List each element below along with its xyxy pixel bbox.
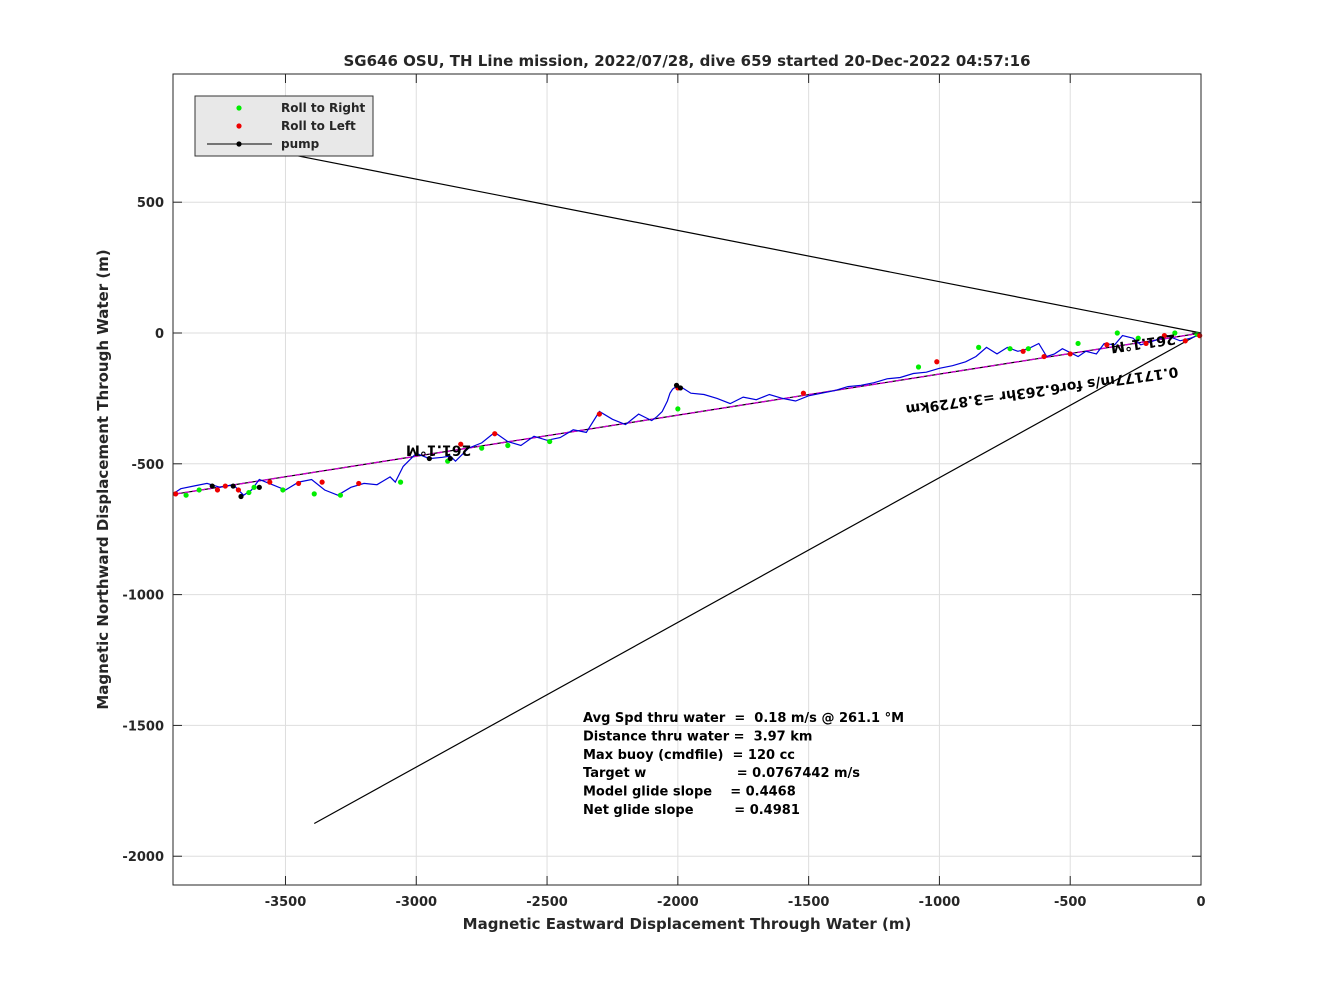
legend: Roll to Right Roll to Left pump — [194, 95, 374, 157]
roll-left-point — [1104, 342, 1110, 348]
roll-right-point — [1135, 335, 1141, 341]
roll-left-point — [173, 491, 179, 497]
roll-right-point — [246, 489, 252, 496]
annotation-text: 261.1°M — [406, 441, 471, 457]
roll-left-point — [492, 431, 498, 437]
roll-right-point — [1075, 340, 1081, 347]
x-tick-label: -2000 — [657, 895, 699, 910]
stat-line: Model glide slope = 0.4468 — [583, 785, 796, 800]
y-tick-label: -1000 — [122, 589, 164, 604]
roll-left-point — [222, 483, 228, 489]
x-tick-label: -3000 — [395, 895, 437, 910]
heading-line — [172, 332, 1202, 496]
roll-right-point — [505, 442, 511, 449]
roll-right-point — [196, 487, 202, 493]
x-tick-label: -3500 — [265, 895, 307, 910]
y-axis-label: Magnetic Northward Displacement Through … — [94, 249, 112, 709]
x-tick-label: -1500 — [788, 895, 830, 910]
roll-right-point — [976, 344, 982, 350]
roll-right-point — [1172, 330, 1178, 336]
pump-point — [447, 455, 453, 462]
roll-left-point — [1143, 340, 1149, 347]
legend-marker — [236, 141, 242, 147]
x-axis-label: Magnetic Eastward Displacement Through W… — [463, 915, 912, 933]
legend-box — [194, 95, 374, 157]
legend-label: Roll to Right — [281, 101, 366, 115]
roll-right-point — [547, 438, 553, 445]
roll-left-point — [1197, 333, 1203, 339]
chart-title: SG646 OSU, TH Line mission, 2022/07/28, … — [343, 52, 1030, 70]
legend-marker — [236, 105, 242, 111]
legend-label: pump — [281, 137, 320, 151]
stats-block: Avg Spd thru water = 0.18 m/s @ 261.1 °M… — [583, 711, 904, 818]
pump-point — [238, 493, 244, 500]
y-tick-label: 500 — [137, 196, 164, 211]
heading-line-magenta — [172, 332, 1202, 496]
roll-left-point — [356, 480, 362, 487]
roll-left-point — [319, 479, 325, 485]
pump-point — [677, 385, 684, 391]
legend-label: Roll to Left — [281, 119, 356, 133]
roll-markers — [173, 330, 1203, 500]
x-tick-label: 0 — [1196, 895, 1205, 910]
roll-right-point — [397, 479, 404, 485]
plot-area — [173, 74, 1201, 885]
x-tick-label: -1000 — [919, 895, 961, 910]
roll-right-point — [183, 492, 189, 498]
y-tick-label: -2000 — [122, 850, 164, 865]
pump-point — [673, 382, 680, 388]
stat-line: Target w = 0.0767442 m/s — [583, 766, 860, 781]
pump-point — [209, 483, 215, 489]
roll-right-point — [1025, 346, 1031, 352]
y-tick-label: -1500 — [122, 719, 164, 734]
pump-point — [230, 483, 236, 489]
roll-right-point — [311, 491, 317, 497]
roll-left-point — [267, 479, 273, 485]
roll-left-point — [800, 390, 807, 396]
roll-right-point — [280, 487, 286, 493]
guide-line — [313, 332, 1202, 825]
roll-left-point — [596, 411, 602, 417]
roll-left-point — [295, 480, 302, 487]
x-tick-label: -2500 — [526, 895, 568, 910]
roll-right-point — [337, 492, 344, 498]
y-tick-label: -500 — [131, 458, 164, 473]
roll-left-point — [1067, 351, 1073, 357]
guide-lines — [206, 137, 1202, 825]
x-axis: -3500 -3000 -2500 -2000 -1500 -1000 -500 0 — [265, 74, 1206, 910]
stat-line: Avg Spd thru water = 0.18 m/s @ 261.1 °M — [583, 711, 904, 726]
y-tick-label: 0 — [155, 327, 164, 342]
roll-right-point — [251, 484, 257, 490]
roll-left-point — [934, 359, 940, 365]
roll-left-point — [235, 487, 241, 493]
legend-marker — [236, 123, 242, 129]
roll-left-point — [1041, 353, 1047, 360]
guide-line — [206, 137, 1202, 334]
pump-point — [426, 455, 432, 462]
roll-right-point — [1007, 346, 1013, 352]
stat-line: Max buoy (cmdfile) = 120 cc — [583, 748, 795, 763]
stat-line: Net glide slope = 0.4981 — [583, 803, 800, 818]
roll-left-point — [1182, 338, 1188, 344]
roll-left-point — [1020, 348, 1026, 354]
roll-left-point — [1161, 333, 1167, 339]
roll-left-point — [458, 441, 464, 447]
roll-right-point — [1114, 330, 1120, 336]
pump-point — [256, 484, 262, 490]
y-axis: 500 0 -500 -1000 -1500 -2000 — [122, 196, 1201, 865]
roll-right-point — [675, 406, 681, 412]
roll-left-point — [214, 487, 221, 493]
roll-right-point — [479, 445, 485, 451]
roll-right-point — [915, 364, 922, 370]
x-tick-label: -500 — [1054, 895, 1087, 910]
stat-line: Distance thru water = 3.97 km — [583, 729, 812, 744]
plot-frame — [172, 73, 1202, 886]
